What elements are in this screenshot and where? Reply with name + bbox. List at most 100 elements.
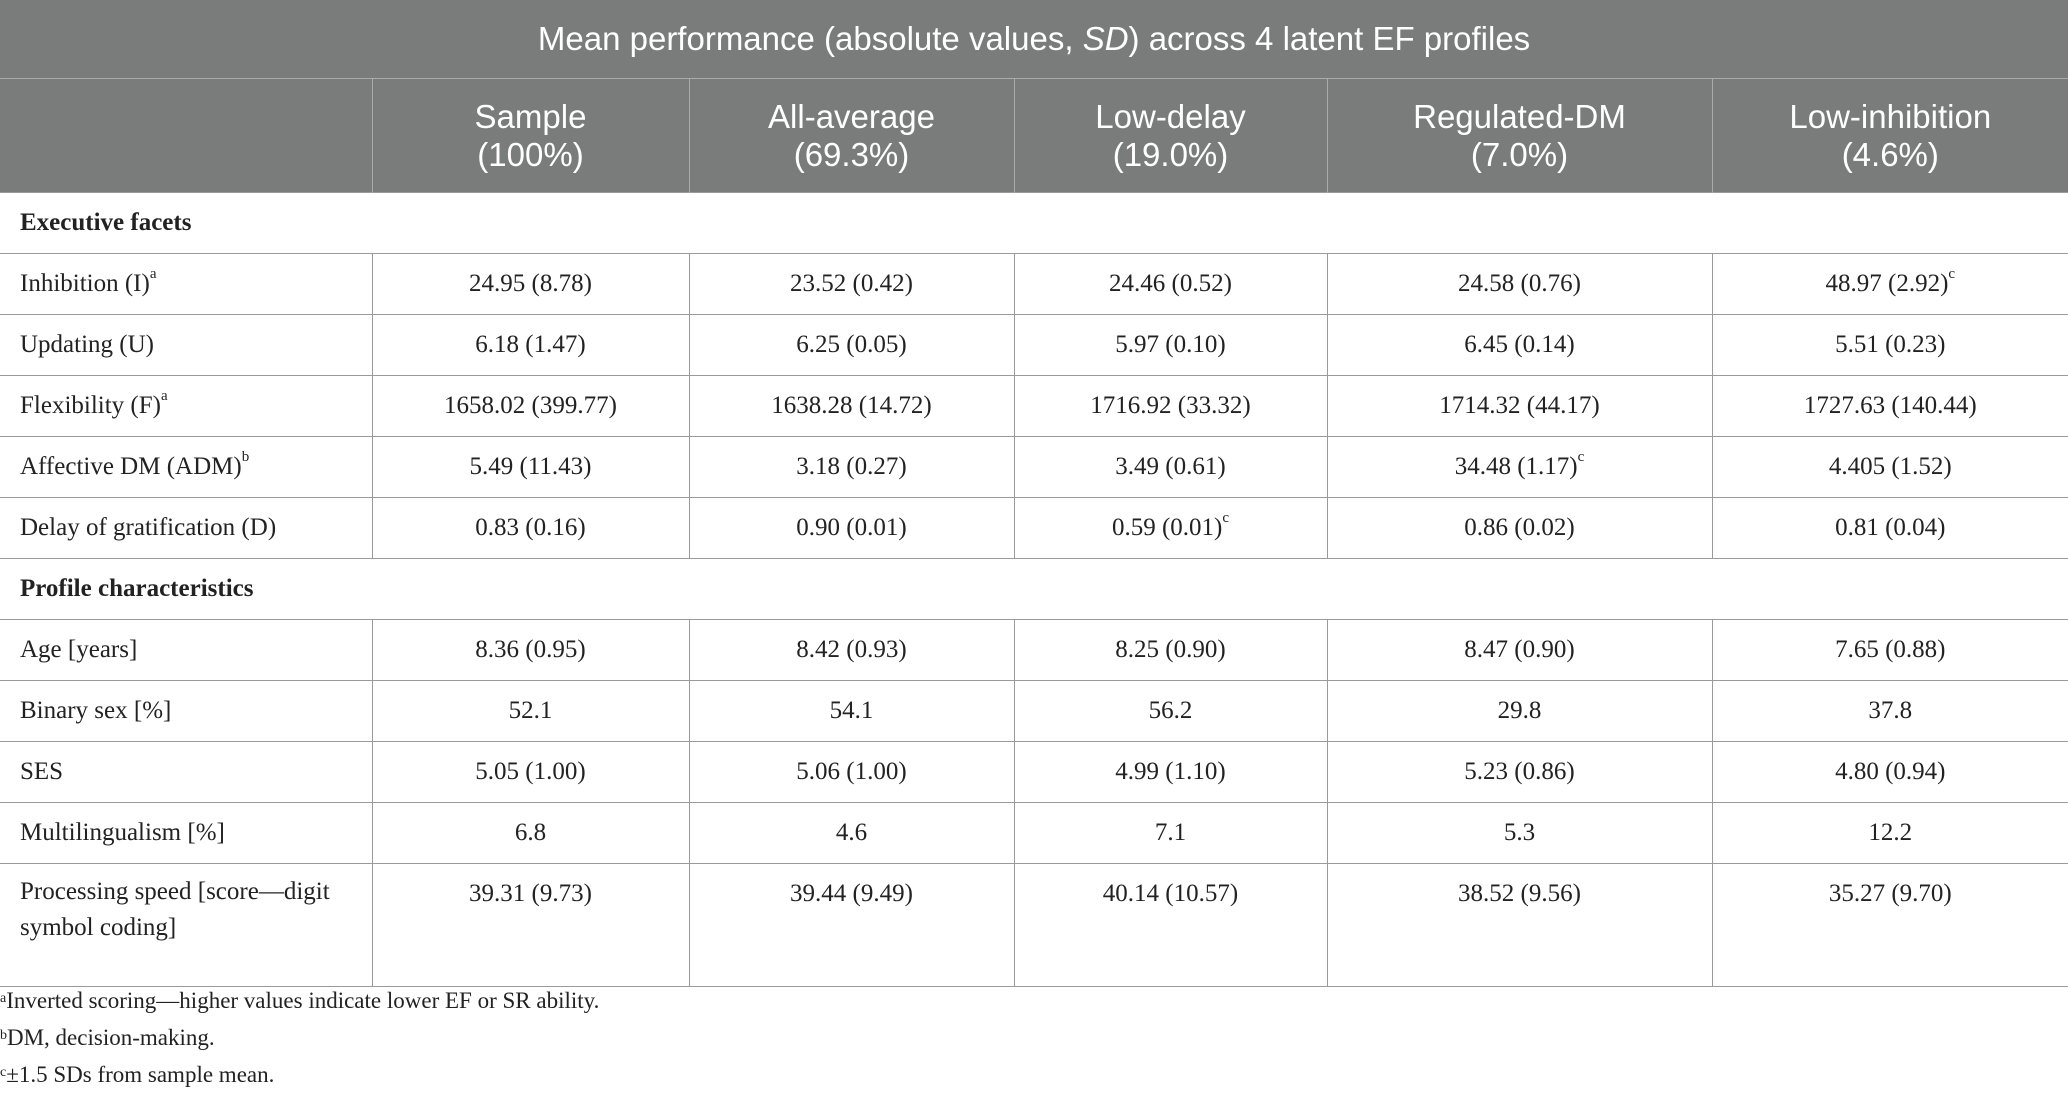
table-title: Mean performance (absolute values, SD) a… (0, 0, 2068, 79)
row-label: Multilingualism [%] (20, 819, 225, 846)
footnote: aInverted scoring—higher values indicate… (0, 982, 599, 1019)
value-cell: 7.1 (1013, 802, 1328, 864)
cell-value: 5.05 (1.00) (475, 758, 586, 785)
cell-value: 1716.92 (33.32) (1090, 392, 1251, 419)
value-cell: 29.8 (1326, 680, 1713, 742)
table-row: Delay of gratification (D) 0.83 (0.16) 0.9… (0, 497, 2068, 559)
row-label-cell: Affective DM (ADM)b (0, 436, 373, 498)
value-cell: 5.23 (0.86) (1326, 741, 1713, 803)
cell-value: 5.51 (0.23) (1835, 331, 1946, 358)
value-cell: 6.18 (1.47) (371, 314, 690, 376)
value-cell: 8.36 (0.95) (371, 619, 690, 681)
column-name: Sample (474, 97, 587, 135)
cell-value: 0.83 (0.16) (475, 514, 586, 541)
footnote-text: Inverted scoring—higher values indicate … (6, 988, 600, 1013)
column-name: Regulated-DM (1413, 97, 1626, 135)
table-row: Affective DM (ADM)b 5.49 (11.43) 3.18 (0.2… (0, 436, 2068, 498)
section-header-row: Executive facets (0, 192, 2068, 254)
value-cell: 3.49 (0.61) (1013, 436, 1328, 498)
value-cell: 7.65 (0.88) (1711, 619, 2068, 681)
table-row: Processing speed [score—digit symbol cod… (0, 863, 2068, 987)
cell-value: 24.95 (8.78) (469, 270, 592, 297)
column-percentage: (7.0%) (1470, 135, 1569, 173)
footnote-text: DM, decision-making. (7, 1025, 215, 1050)
cell-value: 5.3 (1503, 819, 1536, 846)
cell-value: 12.2 (1868, 819, 1913, 846)
cell-value: 4.6 (835, 819, 868, 846)
value-cell: 5.51 (0.23) (1711, 314, 2068, 376)
cell-value: 54.1 (829, 697, 874, 724)
row-label-cell: Delay of gratification (D) (0, 497, 373, 559)
cell-value: 1638.28 (14.72) (771, 392, 932, 419)
column-percentage: (19.0%) (1112, 135, 1229, 173)
value-cell: 6.45 (0.14) (1326, 314, 1713, 376)
column-name: All-average (768, 97, 935, 135)
value-cell: 8.47 (0.90) (1326, 619, 1713, 681)
value-cell: 54.1 (688, 680, 1015, 742)
value-cell: 0.86 (0.02) (1326, 497, 1713, 559)
cell-value: 7.1 (1154, 819, 1187, 846)
section-title: Executive facets (0, 192, 2068, 254)
footnote-marker: c (1577, 449, 1585, 465)
value-cell: 8.42 (0.93) (688, 619, 1015, 681)
value-cell: 34.48 (1.17)c (1326, 436, 1713, 498)
footnote-mark: b (0, 1028, 7, 1043)
column-percentage: (69.3%) (793, 135, 910, 173)
value-cell: 39.31 (9.73) (371, 863, 690, 987)
cell-value: 0.86 (0.02) (1464, 514, 1575, 541)
column-percentage: (100%) (477, 135, 584, 173)
cell-value: 24.58 (0.76) (1458, 270, 1581, 297)
cell-value: 6.45 (0.14) (1464, 331, 1575, 358)
cell-value: 0.81 (0.04) (1835, 514, 1946, 541)
cell-value: 0.59 (0.01) (1111, 514, 1223, 541)
footnote-marker: c (1222, 510, 1230, 526)
footnote-marker: a (160, 388, 168, 404)
value-cell: 52.1 (371, 680, 690, 742)
value-cell: 56.2 (1013, 680, 1328, 742)
value-cell: 4.6 (688, 802, 1015, 864)
cell-value: 48.97 (2.92) (1825, 270, 1949, 297)
table-row: Updating (U) 6.18 (1.47) 6.25 (0.05) 5.97 (… (0, 314, 2068, 376)
table-title-sd: SD (1082, 20, 1129, 57)
row-label-cell: Processing speed [score—digit symbol cod… (0, 863, 373, 987)
cell-value: 23.52 (0.42) (790, 270, 913, 297)
cell-value: 39.31 (9.73) (469, 880, 592, 907)
footnotes: aInverted scoring—higher values indicate… (0, 982, 599, 1093)
cell-value: 5.97 (0.10) (1115, 331, 1226, 358)
column-header: Regulated-DM (7.0%) (1327, 78, 1713, 193)
value-cell: 37.8 (1711, 680, 2068, 742)
column-name: Low-delay (1095, 97, 1246, 135)
footnote: bDM, decision-making. (0, 1019, 599, 1056)
cell-value: 56.2 (1148, 697, 1193, 724)
cell-value: 3.18 (0.27) (796, 453, 907, 480)
section-header-row: Profile characteristics (0, 558, 2068, 620)
footnote-text: ±1.5 SDs from sample mean. (6, 1062, 275, 1087)
value-cell: 40.14 (10.57) (1013, 863, 1328, 987)
cell-value: 37.8 (1868, 697, 1913, 724)
row-label: Flexibility (F) (20, 392, 161, 419)
value-cell: 24.58 (0.76) (1326, 253, 1713, 315)
cell-value: 1727.63 (140.44) (1803, 392, 1977, 419)
row-label: Inhibition (I) (20, 270, 150, 297)
value-cell: 5.3 (1326, 802, 1713, 864)
cell-value: 39.44 (9.49) (790, 880, 913, 907)
value-cell: 38.52 (9.56) (1326, 863, 1713, 987)
value-cell: 4.80 (0.94) (1711, 741, 2068, 803)
column-name: Low-inhibition (1789, 97, 1992, 135)
column-percentage: (4.6%) (1841, 135, 1939, 173)
cell-value: 6.25 (0.05) (796, 331, 907, 358)
row-label: SES (20, 758, 64, 785)
value-cell: 1658.02 (399.77) (371, 375, 690, 437)
row-label-cell: Binary sex [%] (0, 680, 373, 742)
value-cell: 48.97 (2.92)c (1711, 253, 2068, 315)
table-row: SES 5.05 (1.00) 5.06 (1.00) 4.99 (1.10) 5.23… (0, 741, 2068, 803)
column-header: All-average (69.3%) (689, 78, 1015, 193)
ef-profiles-table: Mean performance (absolute values, SD) a… (0, 0, 2068, 987)
value-cell: 1638.28 (14.72) (688, 375, 1015, 437)
row-label-cell: Inhibition (I)a (0, 253, 373, 315)
row-label: Updating (U) (20, 331, 154, 358)
cell-value: 7.65 (0.88) (1835, 636, 1946, 663)
row-label: Delay of gratification (D) (20, 514, 277, 541)
value-cell: 5.06 (1.00) (688, 741, 1015, 803)
row-label-cell: Flexibility (F)a (0, 375, 373, 437)
